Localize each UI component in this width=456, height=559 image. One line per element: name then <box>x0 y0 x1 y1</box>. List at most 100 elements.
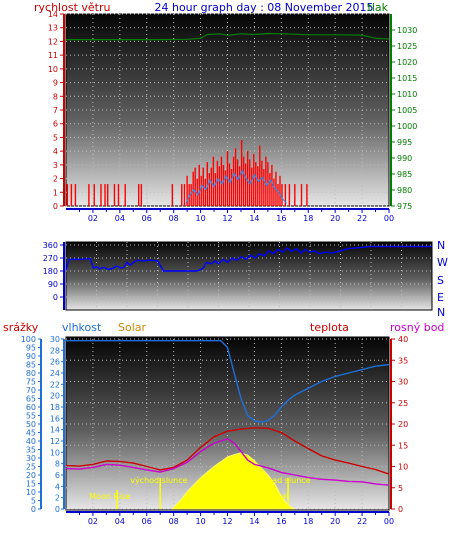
rain-axis-tick-label: 55 <box>26 412 36 421</box>
rain-axis-tick-label: 70 <box>26 386 36 395</box>
compass-label: N <box>437 239 445 252</box>
x-axis-tick-label: 08 <box>169 517 179 526</box>
wind-average-line <box>185 169 288 204</box>
x-axis-tick-label: 16 <box>276 214 286 223</box>
temperature-axis-tick-label: 30 <box>398 378 408 387</box>
x-axis-tick-label: 14 <box>249 517 259 526</box>
humidity-axis-title: vlhkost <box>62 321 102 334</box>
temperature-axis-tick-label: 10 <box>398 463 408 472</box>
wind-axis-tick-label: 5 <box>53 133 58 142</box>
temperature-axis-tick-label: 25 <box>398 399 408 408</box>
humidity-axis-tick-label: 6 <box>55 471 60 480</box>
direction-axis-tick-label: 270 <box>43 254 58 263</box>
wind-direction-axis: 360 270 180 90 0 <box>43 241 65 310</box>
rain-axis-title: srážky <box>3 321 39 334</box>
rain-axis-tick-label: 90 <box>26 352 36 361</box>
sunset-label: západ slunce <box>258 476 311 485</box>
rain-axis-tick-label: 100 <box>21 335 36 344</box>
rain-axis: 0510152025303540455055606570758085909510… <box>21 335 42 514</box>
wind-direction-grid <box>66 242 432 310</box>
humidity-axis-tick-label: 4 <box>55 482 60 491</box>
rain-axis-tick-label: 35 <box>26 446 36 455</box>
rain-axis-tick-label: 45 <box>26 429 36 438</box>
x-axis-tick-label: 04 <box>115 214 125 223</box>
temperature-axis-tick-label: 15 <box>398 441 408 450</box>
direction-axis-tick-label: 360 <box>43 241 58 250</box>
x-axis-tick-label: 16 <box>276 517 286 526</box>
x-axis-tick-label: 00 <box>384 517 394 526</box>
humidity-axis-tick-label: 20 <box>50 392 60 401</box>
x-axis-tick-label: 00 <box>384 214 394 223</box>
moonset-label: Moon Set <box>252 492 289 501</box>
pressure-axis-tick-label: 1030 <box>397 26 417 35</box>
pressure-axis-tick-label: 990 <box>397 154 412 163</box>
compass-label: E <box>437 291 444 304</box>
pressure-axis-tick-label: 1025 <box>397 42 417 51</box>
x-axis-tick-label: 06 <box>142 517 152 526</box>
x-axis-tick-label: 06 <box>142 214 152 223</box>
pressure-axis: 975 980 985 990 995 1000 1005 1010 1015 1020 1025 1… <box>390 14 417 211</box>
humidity-temperature-grid <box>66 338 389 510</box>
solar-radiation-area <box>171 452 296 510</box>
wind-axis-tick-label: 14 <box>48 10 58 19</box>
wind-pressure-x-axis: 02 04 06 08 10 12 14 16 18 20 22 00 <box>66 208 394 223</box>
wind-speed-axis-title: rychlost větru <box>34 1 110 14</box>
x-axis-tick-label: 18 <box>303 517 313 526</box>
temperature-axis-tick-label: 40 <box>398 335 408 344</box>
wind-axis-tick-label: 1 <box>53 188 58 197</box>
rain-axis-tick-label: 0 <box>31 505 36 514</box>
humidity-axis-tick-label: 22 <box>50 380 60 389</box>
wind-axis-tick-label: 6 <box>53 120 58 129</box>
rain-axis-tick-label: 50 <box>26 420 36 429</box>
rain-axis-tick-label: 30 <box>26 454 36 463</box>
wind-direction-line <box>65 245 432 272</box>
wind-axis-tick-label: 4 <box>53 147 58 156</box>
x-axis-tick-label: 04 <box>115 517 125 526</box>
wind-axis-tick-label: 9 <box>53 79 58 88</box>
x-axis-tick-label: 10 <box>195 517 205 526</box>
rain-axis-tick-label: 5 <box>31 497 36 506</box>
rain-axis-tick-label: 20 <box>26 471 36 480</box>
temperature-axis-tick-label: 5 <box>398 484 403 493</box>
x-axis-tick-label: 20 <box>330 214 340 223</box>
rain-axis-tick-label: 85 <box>26 361 36 370</box>
rain-axis-tick-label: 10 <box>26 488 36 497</box>
pressure-axis-tick-label: 980 <box>397 186 412 195</box>
pressure-axis-tick-label: 975 <box>397 202 412 211</box>
compass-label: N <box>437 306 445 319</box>
pressure-axis-tick-label: 1010 <box>397 90 417 99</box>
wind-direction-series <box>65 245 432 272</box>
rain-axis-tick-label: 60 <box>26 403 36 412</box>
rain-axis-tick-label: 15 <box>26 480 36 489</box>
temperature-axis: 0 5 10 15 20 25 30 35 40 <box>390 335 408 514</box>
humidity-axis-tick-label: 30 <box>50 335 60 344</box>
wind-axis-tick-label: 7 <box>53 106 58 115</box>
x-axis-tick-label: 20 <box>330 517 340 526</box>
x-axis-tick-label: 22 <box>357 214 367 223</box>
temperature-line <box>65 427 390 475</box>
humidity-axis-tick-label: 24 <box>50 369 60 378</box>
humidity-axis-tick-label: 8 <box>55 460 60 469</box>
temperature-axis-tick-label: 35 <box>398 356 408 365</box>
compass-label: W <box>437 256 448 269</box>
x-axis-tick-label: 18 <box>303 214 313 223</box>
rain-axis-tick-label: 40 <box>26 437 36 446</box>
x-axis-tick-label: 02 <box>88 517 98 526</box>
humidity-axis-tick-label: 16 <box>50 414 60 423</box>
dewpoint-axis-title: rosný bod <box>390 321 444 334</box>
x-axis-tick-label: 12 <box>222 517 232 526</box>
wind-axis-tick-label: 0 <box>53 202 58 211</box>
wind-axis-tick-label: 13 <box>48 24 58 33</box>
pressure-axis-tick-label: 995 <box>397 138 412 147</box>
humidity-axis-tick-label: 14 <box>50 426 60 435</box>
humidity-axis-tick-label: 0 <box>55 505 60 514</box>
wind-axis-tick-label: 12 <box>48 37 58 46</box>
moonrise-label: Moon Rise <box>89 492 130 501</box>
direction-axis-tick-label: 0 <box>53 293 58 302</box>
wind-axis-tick-label: 8 <box>53 92 58 101</box>
rain-axis-tick-label: 95 <box>26 344 36 353</box>
